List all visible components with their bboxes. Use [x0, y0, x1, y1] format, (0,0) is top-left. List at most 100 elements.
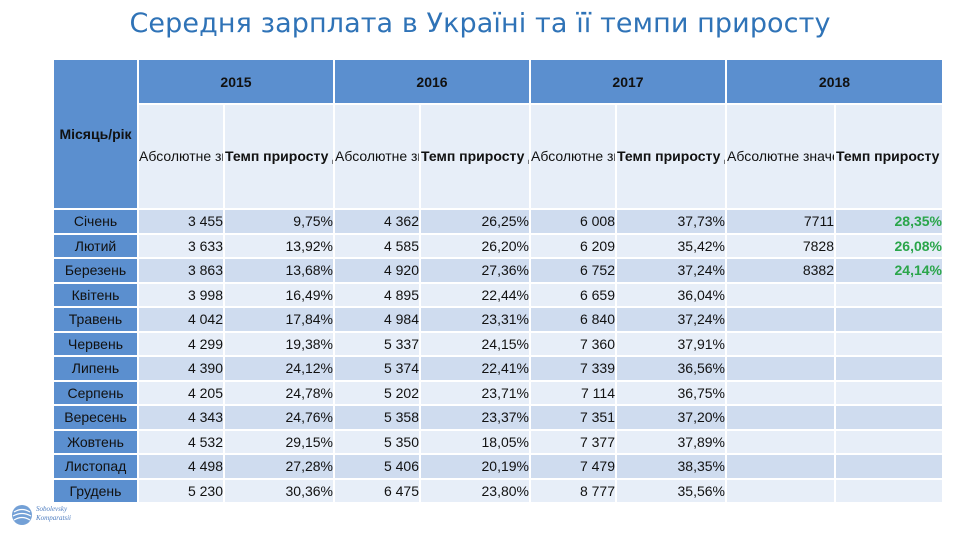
abs-value-cell: 7 377 [529, 428, 617, 455]
abs-value-cell: 5 374 [333, 355, 421, 382]
table-row: Лютий 3 633 13,92% 4 585 26,20% 6 209 35,42% 78… [52, 232, 944, 259]
abs-value-cell: 4 532 [137, 428, 225, 455]
growth-rate-header: Темп приросту до відповідного місяця мин… [834, 103, 944, 210]
growth-rate-cell: 26,25% [419, 208, 531, 235]
growth-rate-cell: 22,41% [419, 355, 531, 382]
table-row: Червень 4 299 19,38% 5 337 24,15% 7 360 37,91% [52, 330, 944, 357]
abs-value-cell: 5 350 [333, 428, 421, 455]
company-logo: Sobolevsky Komparatsii [10, 502, 90, 530]
growth-rate-cell: 37,24% [615, 257, 727, 284]
table-row: Січень 3 455 9,75% 4 362 26,25% 6 008 37,73% 77… [52, 208, 944, 235]
table-row: Листопад 4 498 27,28% 5 406 20,19% 7 479 38,35… [52, 453, 944, 480]
abs-value-cell [725, 477, 836, 504]
abs-value-cell: 4 585 [333, 232, 421, 259]
abs-value-cell [725, 306, 836, 333]
year-header-2018: 2018 [725, 58, 944, 105]
table-row: Серпень 4 205 24,78% 5 202 23,71% 7 114 36,75% [52, 379, 944, 406]
growth-rate-cell: 29,15% [223, 428, 335, 455]
growth-rate-cell: 37,73% [615, 208, 727, 235]
growth-rate-cell: 23,37% [419, 404, 531, 431]
growth-rate-cell: 38,35% [615, 453, 727, 480]
abs-value-cell: 4 343 [137, 404, 225, 431]
abs-value-cell: 5 358 [333, 404, 421, 431]
growth-rate-cell [834, 477, 944, 504]
month-cell: Серпень [52, 379, 139, 406]
growth-rate-cell: 35,56% [615, 477, 727, 504]
month-cell: Жовтень [52, 428, 139, 455]
year-header-2016: 2016 [333, 58, 531, 105]
abs-value-cell: 4 205 [137, 379, 225, 406]
abs-value-cell: 5 202 [333, 379, 421, 406]
table-row: Грудень 5 230 30,36% 6 475 23,80% 8 777 35,56% [52, 477, 944, 504]
growth-rate-cell: 18,05% [419, 428, 531, 455]
logo-text-line: Sobolevsky [36, 505, 68, 513]
abs-value-cell: 4 042 [137, 306, 225, 333]
growth-rate-cell [834, 453, 944, 480]
growth-rate-cell [834, 355, 944, 382]
abs-value-cell: 6 475 [333, 477, 421, 504]
growth-rate-cell [834, 404, 944, 431]
abs-value-cell: 3 633 [137, 232, 225, 259]
table-row: Жовтень 4 532 29,15% 5 350 18,05% 7 377 37,89% [52, 428, 944, 455]
logo-text-line: Komparatsii [36, 514, 72, 522]
globe-logo-icon [12, 505, 32, 525]
growth-rate-cell [834, 330, 944, 357]
growth-rate-cell: 37,91% [615, 330, 727, 357]
abs-value-cell: 4 498 [137, 453, 225, 480]
abs-value-cell: 4 390 [137, 355, 225, 382]
abs-value-cell: 8 777 [529, 477, 617, 504]
abs-value-cell [725, 453, 836, 480]
growth-rate-cell [834, 306, 944, 333]
abs-value-cell: 4 362 [333, 208, 421, 235]
growth-rate-cell: 24,15% [419, 330, 531, 357]
growth-rate-cell [834, 379, 944, 406]
growth-rate-cell: 30,36% [223, 477, 335, 504]
growth-rate-cell: 28,35% [834, 208, 944, 235]
growth-rate-cell: 24,76% [223, 404, 335, 431]
abs-value-cell: 3 998 [137, 281, 225, 308]
month-cell: Вересень [52, 404, 139, 431]
month-cell: Травень [52, 306, 139, 333]
growth-rate-cell: 20,19% [419, 453, 531, 480]
abs-value-cell: 3 455 [137, 208, 225, 235]
growth-rate-cell: 19,38% [223, 330, 335, 357]
growth-rate-cell [834, 428, 944, 455]
month-year-header: Місяць/рік [52, 58, 139, 210]
table-row: Травень 4 042 17,84% 4 984 23,31% 6 840 37,24% [52, 306, 944, 333]
abs-value-cell [725, 355, 836, 382]
growth-rate-cell: 22,44% [419, 281, 531, 308]
abs-value-cell: 8382 [725, 257, 836, 284]
table-row: Квітень 3 998 16,49% 4 895 22,44% 6 659 36,04% [52, 281, 944, 308]
abs-value-cell: 7 360 [529, 330, 617, 357]
abs-value-cell: 7 479 [529, 453, 617, 480]
growth-rate-cell: 35,42% [615, 232, 727, 259]
growth-rate-cell: 9,75% [223, 208, 335, 235]
abs-value-header: Абсолютне значення (грн) [529, 103, 617, 210]
abs-value-cell: 6 752 [529, 257, 617, 284]
subheader-row: Абсолютне значення (грн) Темп приросту д… [53, 103, 944, 210]
growth-rate-cell: 37,24% [615, 306, 727, 333]
abs-value-cell: 6 008 [529, 208, 617, 235]
abs-value-cell: 4 299 [137, 330, 225, 357]
abs-value-cell [725, 404, 836, 431]
abs-value-cell: 7 114 [529, 379, 617, 406]
abs-value-cell: 4 895 [333, 281, 421, 308]
growth-rate-cell: 27,36% [419, 257, 531, 284]
growth-rate-cell: 37,20% [615, 404, 727, 431]
growth-rate-header: Темп приросту до відповідного місяця мин… [419, 103, 531, 210]
table-row: Березень 3 863 13,68% 4 920 27,36% 6 752 37,24… [52, 257, 944, 284]
month-cell: Січень [52, 208, 139, 235]
growth-rate-cell [834, 281, 944, 308]
abs-value-cell [725, 379, 836, 406]
growth-rate-cell: 24,78% [223, 379, 335, 406]
abs-value-cell [725, 428, 836, 455]
abs-value-cell [725, 330, 836, 357]
abs-value-cell: 7711 [725, 208, 836, 235]
growth-rate-cell: 24,14% [834, 257, 944, 284]
month-cell: Лютий [52, 232, 139, 259]
abs-value-cell: 6 840 [529, 306, 617, 333]
salary-table: Місяць/рік 2015 2016 2017 2018 Абсолютне… [52, 58, 944, 504]
month-cell: Квітень [52, 281, 139, 308]
abs-value-header: Абсолютне значення (грн) [333, 103, 421, 210]
growth-rate-header: Темп приросту до відповідного місяця мин… [223, 103, 335, 210]
